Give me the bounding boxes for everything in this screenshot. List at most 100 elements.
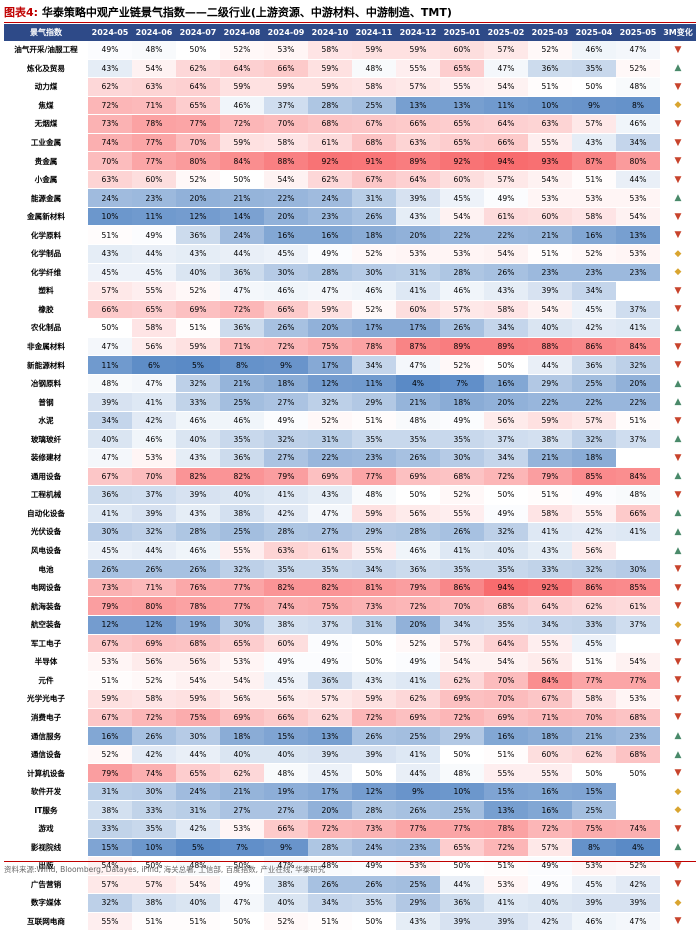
value-cell: 91% <box>352 151 396 171</box>
value-cell: 50% <box>572 763 616 783</box>
value-cell: 84% <box>220 151 264 171</box>
value-cell: 28% <box>308 263 352 283</box>
value-cell: 18% <box>352 225 396 246</box>
change-cell: ▼ <box>660 300 696 320</box>
value-cell: 53% <box>88 652 132 672</box>
value-cell: 39% <box>88 392 132 412</box>
value-cell: 52% <box>572 244 616 264</box>
down-arrow-icon: ▼ <box>674 304 682 315</box>
value-cell: 57% <box>440 634 484 654</box>
down-arrow-icon: ▼ <box>674 137 682 148</box>
table-row: 化学纤维 45% 45% 40% 36% 30% 28% 30% 31% 28% 26% 23% 23%… <box>4 263 696 283</box>
value-cell: 41% <box>616 522 660 542</box>
value-cell: 33% <box>132 800 176 820</box>
table-row: 自动化设备 41% 39% 43% 38% 42% 47% 59% 56% 55% 49% 58% 55… <box>4 504 696 524</box>
row-label: 影视院线 <box>4 838 88 858</box>
value-cell <box>616 281 660 301</box>
value-cell: 72% <box>440 708 484 728</box>
value-cell: 58% <box>352 77 396 97</box>
change-cell: ▲ <box>660 429 696 450</box>
value-cell: 24% <box>308 188 352 208</box>
column-header: 2025-01 <box>440 24 484 41</box>
value-cell: 56% <box>484 411 528 431</box>
value-cell: 30% <box>132 782 176 802</box>
value-cell: 45% <box>88 541 132 561</box>
value-cell: 43% <box>88 244 132 264</box>
value-cell: 69% <box>308 467 352 487</box>
value-cell: 40% <box>528 893 572 913</box>
value-cell: 55% <box>528 763 572 783</box>
value-cell: 72% <box>88 96 132 116</box>
value-cell: 88% <box>264 151 308 171</box>
value-cell: 51% <box>484 745 528 765</box>
up-arrow-icon: ▲ <box>674 397 682 408</box>
value-cell: 44% <box>528 355 572 375</box>
value-cell: 40% <box>528 318 572 338</box>
value-cell: 77% <box>132 133 176 153</box>
value-cell: 50% <box>352 912 396 931</box>
value-cell: 38% <box>132 893 176 913</box>
row-label: 光学光电子 <box>4 689 88 709</box>
value-cell: 21% <box>220 782 264 802</box>
value-cell: 32% <box>264 429 308 450</box>
value-cell: 28% <box>176 522 220 542</box>
value-cell: 67% <box>88 467 132 487</box>
value-cell: 10% <box>88 207 132 227</box>
value-cell: 20% <box>264 207 308 227</box>
down-arrow-icon: ▼ <box>674 156 682 167</box>
value-cell: 24% <box>88 188 132 208</box>
value-cell: 43% <box>308 485 352 505</box>
value-cell: 77% <box>132 151 176 171</box>
value-cell: 45% <box>264 671 308 691</box>
value-cell: 82% <box>264 578 308 598</box>
value-cell: 43% <box>176 504 220 524</box>
value-cell: 55% <box>528 634 572 654</box>
table-row: 光学光电子 59% 58% 59% 56% 56% 57% 59% 62% 69% 70% 67% 58… <box>4 689 696 709</box>
table-row: 金属新材料 10% 11% 12% 14% 20% 23% 26% 43% 54% 61% 60% 58… <box>4 207 696 227</box>
value-cell: 24% <box>176 782 220 802</box>
value-cell: 32% <box>176 374 220 394</box>
value-cell: 54% <box>484 244 528 264</box>
value-cell: 72% <box>132 708 176 728</box>
value-cell: 59% <box>308 77 352 97</box>
value-cell: 47% <box>220 893 264 913</box>
value-cell: 51% <box>572 170 616 190</box>
value-cell: 22% <box>440 225 484 246</box>
value-cell: 25% <box>220 392 264 412</box>
value-cell: 13% <box>440 96 484 116</box>
value-cell: 59% <box>176 689 220 709</box>
value-cell: 33% <box>572 615 616 635</box>
value-cell: 57% <box>308 689 352 709</box>
value-cell: 72% <box>484 467 528 487</box>
value-cell: 68% <box>616 745 660 765</box>
value-cell: 30% <box>440 448 484 468</box>
column-header: 2024-11 <box>352 24 396 41</box>
value-cell: 46% <box>440 281 484 301</box>
row-label: 小金属 <box>4 170 88 190</box>
row-label: 动力煤 <box>4 77 88 97</box>
value-cell: 92% <box>308 151 352 171</box>
table-row: 风电设备 45% 44% 46% 55% 63% 61% 55% 46% 41% 40% 43% 56%… <box>4 541 696 561</box>
value-cell: 74% <box>616 819 660 839</box>
value-cell: 23% <box>132 188 176 208</box>
value-cell: 57% <box>88 875 132 895</box>
value-cell: 35% <box>264 559 308 579</box>
value-cell: 69% <box>484 708 528 728</box>
value-cell: 69% <box>220 708 264 728</box>
value-cell: 32% <box>616 355 660 375</box>
change-cell: ◆ <box>660 244 696 264</box>
value-cell: 30% <box>264 263 308 283</box>
value-cell: 11% <box>132 207 176 227</box>
value-cell: 40% <box>220 485 264 505</box>
value-cell: 26% <box>132 726 176 746</box>
value-cell: 53% <box>220 819 264 839</box>
value-cell: 43% <box>528 541 572 561</box>
table-row: 元件 51% 52% 54% 54% 45% 36% 43% 41% 62% 70% 84% 77% 77… <box>4 671 696 691</box>
value-cell: 28% <box>308 838 352 858</box>
row-label: 非金属材料 <box>4 337 88 357</box>
value-cell: 37% <box>616 615 660 635</box>
value-cell: 22% <box>308 448 352 468</box>
down-arrow-icon: ▼ <box>674 656 682 667</box>
value-cell: 36% <box>308 671 352 691</box>
value-cell: 77% <box>616 671 660 691</box>
